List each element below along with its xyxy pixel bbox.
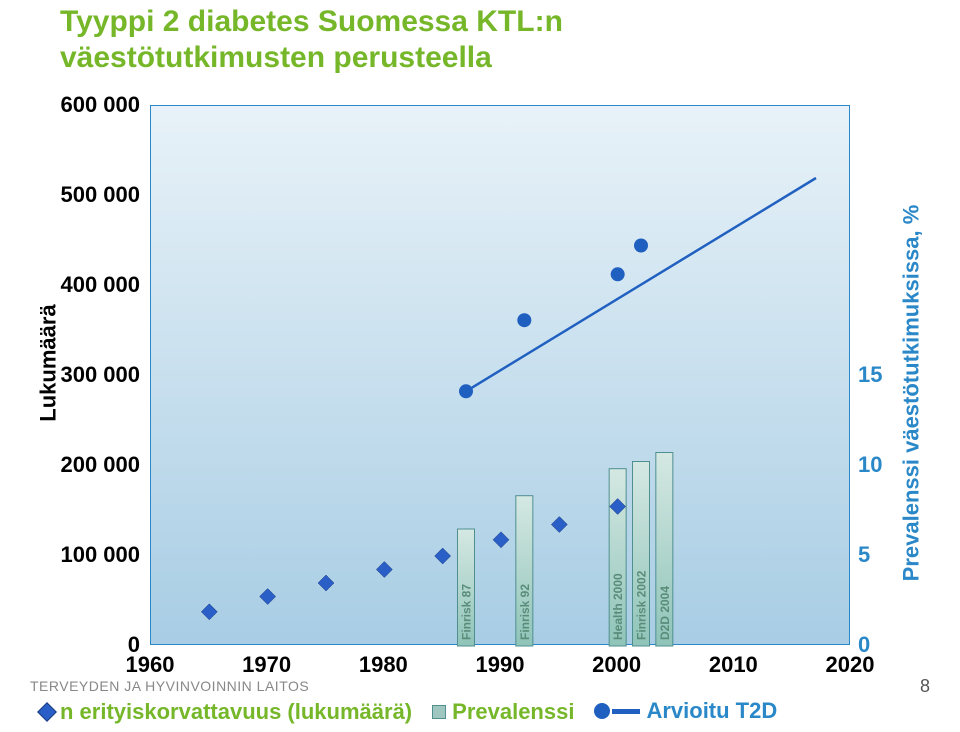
arvioitu-point [611, 267, 625, 281]
x-tick: 1960 [126, 652, 175, 678]
y-tick: 400 000 [40, 272, 140, 298]
y-tick: 100 000 [40, 542, 140, 568]
plot-area: Finrisk 87 Finrisk 92 Health 2000 Finrisk 2… [150, 105, 850, 645]
plot-svg: Finrisk 87 Finrisk 92 Health 2000 Finrisk 2… [151, 106, 851, 646]
y2-tick: 10 [858, 452, 882, 478]
chart-area: Finrisk 87 Finrisk 92 Health 2000 Finrisk 2… [0, 0, 960, 732]
x-tick: 1970 [242, 652, 291, 678]
legend-item: n erityiskorvattavuus (lukumäärä) [40, 699, 412, 725]
kela-point [435, 548, 451, 564]
y-tick: 200 000 [40, 452, 140, 478]
kela-point [260, 589, 276, 605]
kela-point [318, 575, 334, 591]
kela-point [201, 604, 217, 620]
x-tick: 2010 [709, 652, 758, 678]
legend-label: Prevalenssi [452, 699, 574, 725]
y-tick: 600 000 [40, 92, 140, 118]
kela-point [551, 517, 567, 533]
bar-icon [432, 705, 446, 719]
kela-point [493, 532, 509, 548]
diamond-icon [37, 702, 57, 722]
bar-label: Finrisk 87 [460, 584, 474, 640]
x-tick: 2020 [826, 652, 875, 678]
bar-label: Finrisk 92 [518, 584, 532, 640]
kela-point [376, 562, 392, 578]
legend-label: Arvioitu T2D [646, 698, 777, 724]
x-tick: 1990 [476, 652, 525, 678]
arvioitu-point [459, 384, 473, 398]
footer-org: TERVEYDEN JA HYVINVOINNIN LAITOS [30, 678, 309, 694]
trend-line [466, 178, 816, 391]
legend: n erityiskorvattavuus (lukumäärä) Prevale… [40, 698, 960, 728]
footer-page: 8 [920, 676, 930, 697]
legend-item: Arvioitu T2D [594, 698, 777, 724]
circle-line-icon [594, 703, 640, 719]
bar-label: Health 2000 [611, 573, 625, 640]
y2-tick: 5 [858, 542, 870, 568]
y-tick: 300 000 [40, 362, 140, 388]
legend-label: n erityiskorvattavuus (lukumäärä) [60, 699, 412, 725]
x-tick: 2000 [592, 652, 641, 678]
legend-item: Prevalenssi [432, 699, 574, 725]
x-tick: 1980 [359, 652, 408, 678]
y-tick: 500 000 [40, 182, 140, 208]
arvioitu-point [517, 313, 531, 327]
bar-label: Finrisk 2002 [635, 570, 649, 640]
arvioitu-point [634, 239, 648, 253]
y2-tick: 15 [858, 362, 882, 388]
bar-label: D2D 2004 [658, 586, 672, 640]
